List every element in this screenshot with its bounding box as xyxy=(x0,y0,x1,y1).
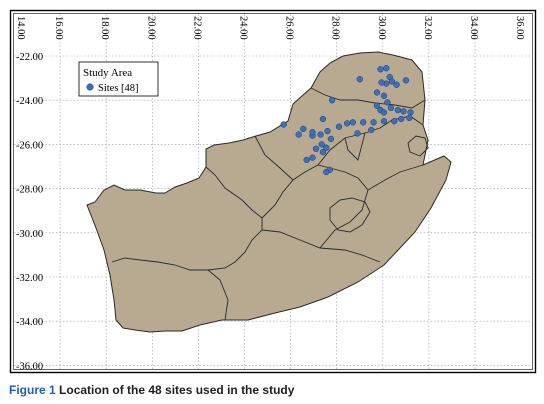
longitude-tick-label: 26.00 xyxy=(284,16,295,40)
sites-layer xyxy=(280,65,414,176)
longitude-tick-label: 22.00 xyxy=(191,16,202,40)
site-marker xyxy=(354,130,361,137)
longitude-tick-label: 24.00 xyxy=(238,16,249,40)
site-marker xyxy=(309,129,316,136)
caption-label: Figure 1 xyxy=(9,383,56,397)
site-marker xyxy=(368,126,375,134)
south-africa-outline xyxy=(86,51,452,333)
longitude-labels: 14.00 16.00 18.00 20.00 22.00 24.00 26.00 28.00… xyxy=(15,16,525,40)
site-marker xyxy=(373,89,381,96)
latitude-tick-label: -28.00 xyxy=(16,185,43,196)
site-marker xyxy=(343,120,351,127)
legend-item-label: Sites [48] xyxy=(98,83,139,94)
latitude-tick-label: -30.00 xyxy=(16,229,43,240)
site-marker xyxy=(380,109,388,116)
site-marker xyxy=(323,144,330,151)
site-marker xyxy=(380,92,388,99)
land-layer xyxy=(86,51,452,333)
site-marker xyxy=(380,118,388,125)
site-marker xyxy=(323,168,330,176)
site-marker xyxy=(319,148,327,156)
site-marker xyxy=(318,141,325,148)
longitude-tick-label: 20.00 xyxy=(145,16,156,40)
site-marker xyxy=(309,154,316,161)
site-marker xyxy=(327,135,335,143)
site-marker xyxy=(300,125,307,133)
longitude-tick-label: 28.00 xyxy=(330,16,341,40)
site-marker xyxy=(319,115,327,123)
boundary-western-cape xyxy=(111,257,229,321)
boundary-lesotho xyxy=(329,197,371,233)
site-marker xyxy=(394,106,401,114)
legend-site-symbol xyxy=(86,83,94,91)
boundary-kwazulu-natal xyxy=(367,164,424,191)
site-marker xyxy=(400,108,407,115)
longitude-tick-label: 18.00 xyxy=(99,16,110,40)
latitude-tick-label: -36.00 xyxy=(16,361,43,372)
site-marker xyxy=(402,77,410,84)
site-marker xyxy=(388,78,396,85)
latitude-tick-label: -32.00 xyxy=(16,273,43,284)
site-marker xyxy=(295,131,302,138)
boundary-inner-gauteng xyxy=(344,132,366,161)
boundary-north-west xyxy=(254,135,294,181)
site-marker xyxy=(373,102,381,109)
longitude-tick-label: 16.00 xyxy=(53,16,64,40)
site-marker xyxy=(406,114,413,122)
site-marker xyxy=(387,104,395,112)
latitude-tick-label: -26.00 xyxy=(16,140,43,151)
map-frame xyxy=(9,9,537,374)
site-marker xyxy=(360,119,367,126)
longitude-tick-label: 36.00 xyxy=(514,16,525,40)
site-marker xyxy=(335,123,343,130)
site-marker xyxy=(312,145,320,152)
latitude-tick-label: -22.00 xyxy=(16,52,43,63)
caption-text: Location of the 48 sites used in the stu… xyxy=(59,383,295,397)
figure-caption: Figure 1 Location of the 48 sites used i… xyxy=(9,380,294,400)
site-marker xyxy=(384,99,391,106)
latitude-tick-label: -24.00 xyxy=(16,96,43,107)
boundary-limpopo xyxy=(310,87,426,109)
site-marker xyxy=(324,127,331,135)
longitude-tick-label: 34.00 xyxy=(468,16,479,40)
latitude-tick-label: -34.00 xyxy=(16,317,43,328)
site-marker xyxy=(303,156,310,164)
site-marker xyxy=(398,115,405,123)
map-figure: 14.00 16.00 18.00 20.00 22.00 24.00 26.00 28.00… xyxy=(9,9,537,374)
boundary-free-state xyxy=(261,164,369,249)
site-marker xyxy=(356,76,363,83)
site-marker xyxy=(378,79,385,86)
site-marker xyxy=(377,66,384,73)
longitude-tick-label: 30.00 xyxy=(376,16,387,40)
site-marker xyxy=(317,131,324,138)
boundary-eswatini xyxy=(407,135,429,157)
longitude-tick-label: 14.00 xyxy=(15,16,26,40)
boundary-northern-cape-east xyxy=(205,166,263,271)
site-marker xyxy=(328,97,336,104)
site-marker xyxy=(391,118,398,125)
site-marker xyxy=(383,65,390,72)
map-inner-frame xyxy=(13,13,533,370)
legend-title: Study Area xyxy=(83,67,132,79)
site-marker xyxy=(370,119,377,126)
site-marker xyxy=(280,121,287,128)
legend-box xyxy=(78,61,159,97)
site-marker xyxy=(393,81,400,88)
legend: Study Area Sites [48] xyxy=(78,61,159,97)
site-marker xyxy=(407,109,414,116)
site-marker xyxy=(349,119,356,126)
latitude-labels: -22.00 -24.00 -26.00 -28.00 -30.00 -32.00 -34.… xyxy=(16,52,43,372)
longitude-tick-label: 32.00 xyxy=(422,16,433,40)
